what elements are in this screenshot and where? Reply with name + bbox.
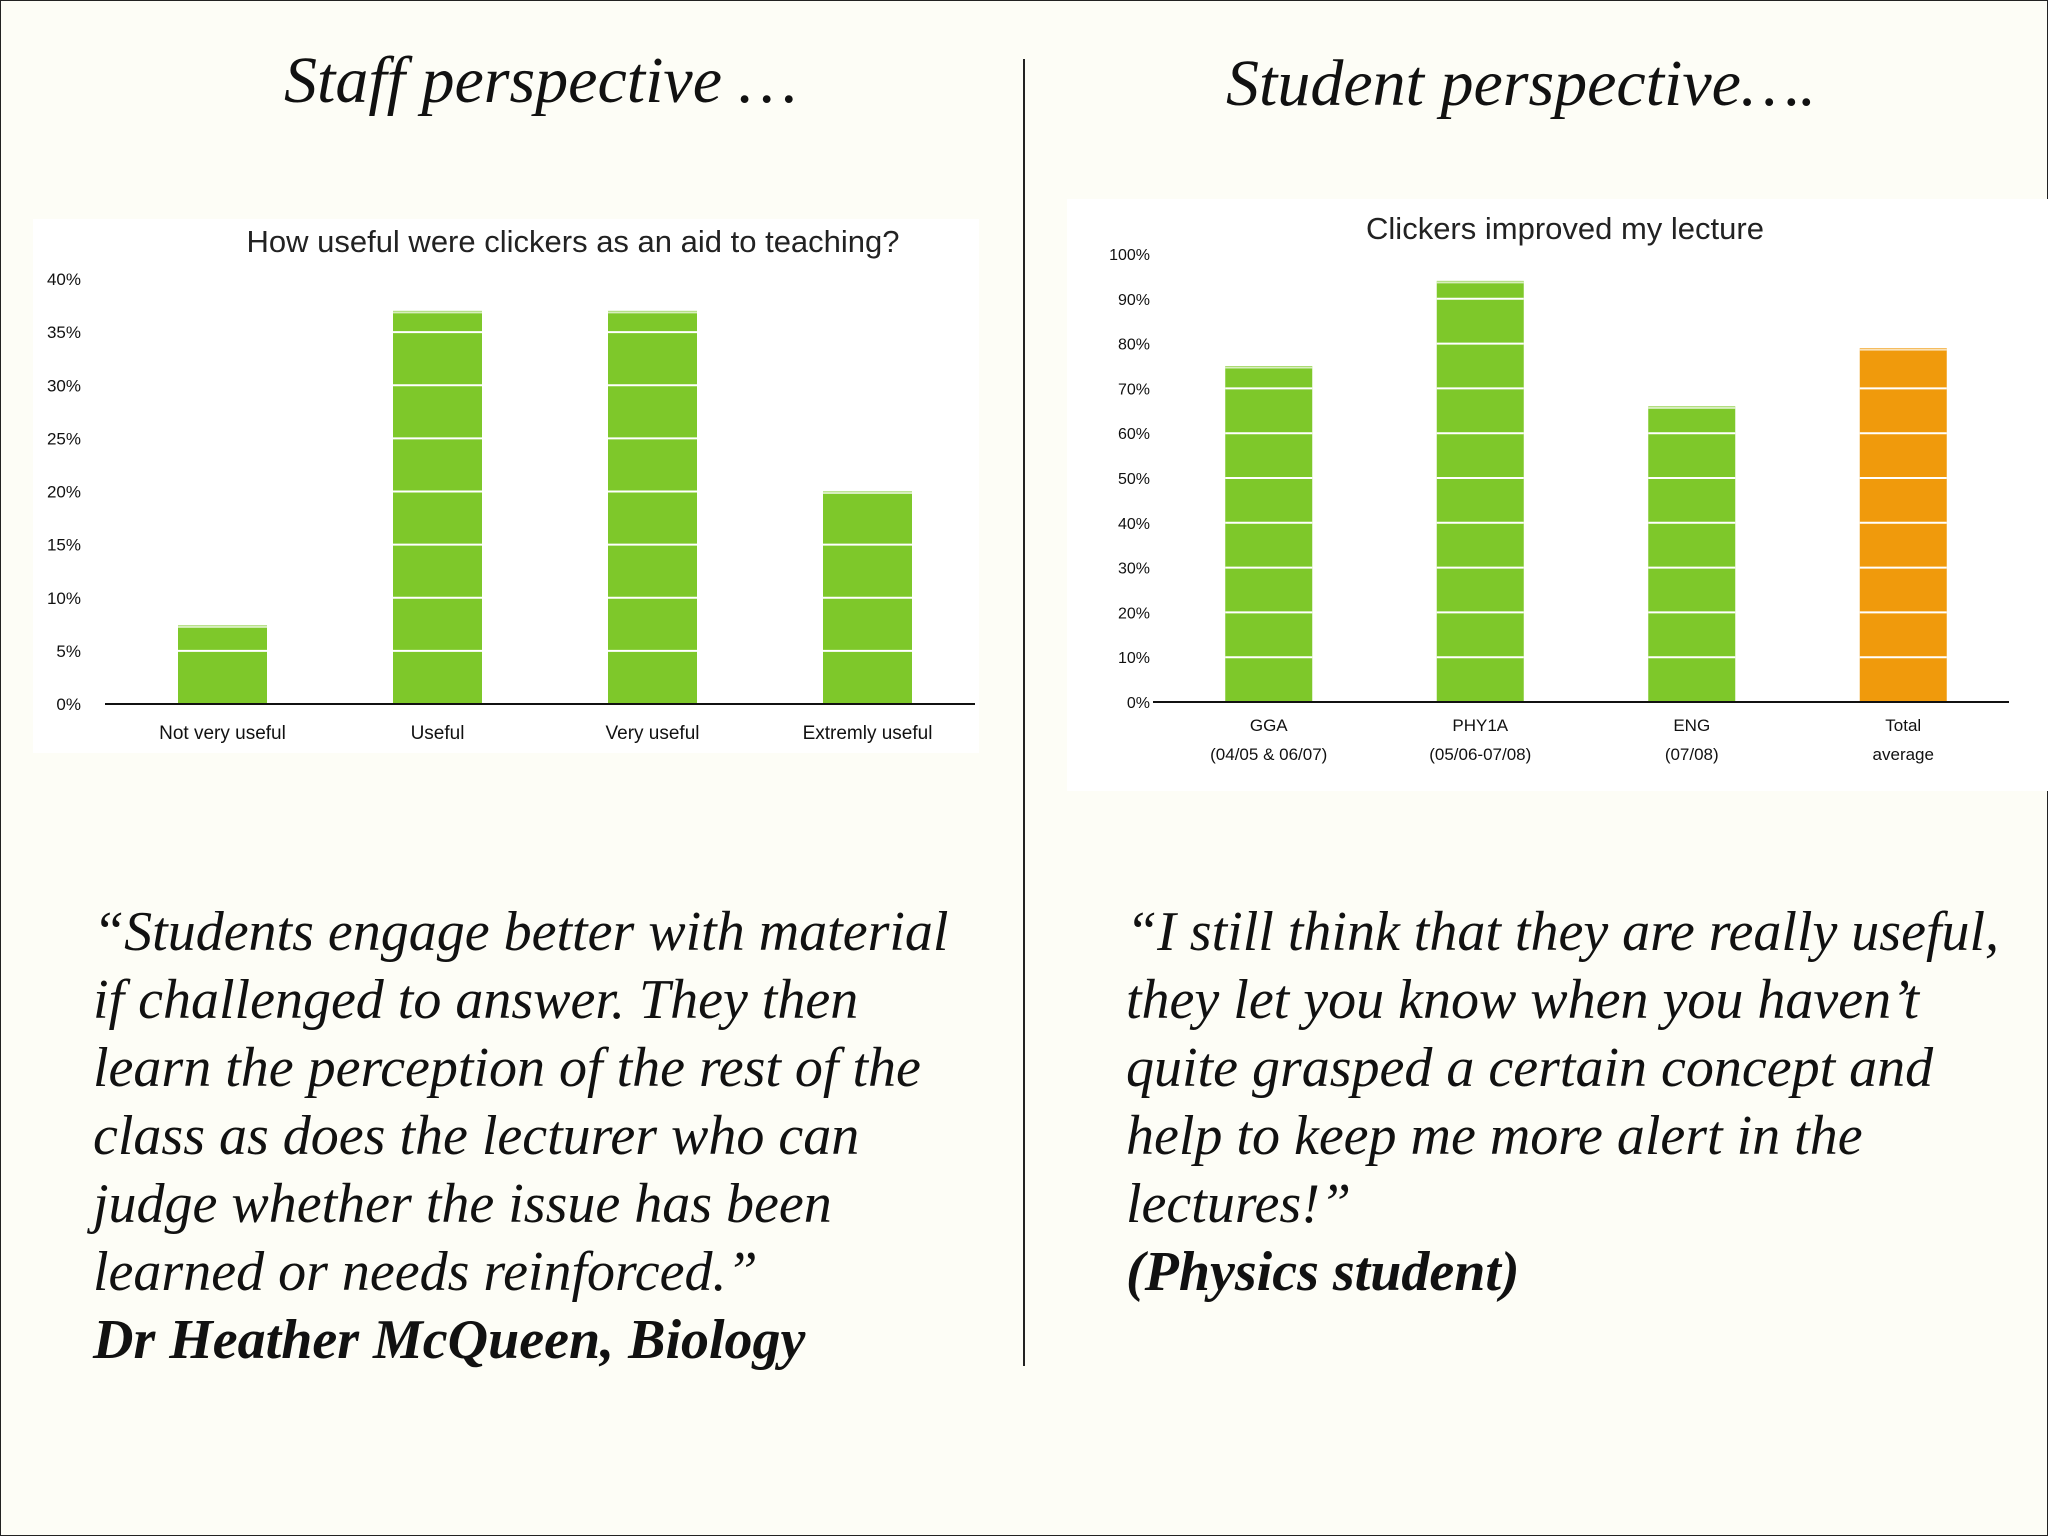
staff-heading: Staff perspective …: [284, 44, 798, 117]
category-label: Very useful: [606, 723, 700, 744]
student-attribution: (Physics student): [1126, 1241, 1520, 1303]
category-label: average: [1873, 745, 1934, 764]
y-tick-label: 0%: [56, 695, 81, 714]
chart-title: Clickers improved my lecture: [1366, 211, 1764, 246]
student-chart: Clickers improved my lecture 0% 10% 20% 30% 4…: [1067, 199, 2048, 791]
y-tick-label: 10%: [1118, 650, 1150, 667]
bar: [1648, 406, 1736, 702]
category-label: Extremly useful: [803, 723, 933, 744]
category-label: Total: [1885, 716, 1921, 735]
staff-attribution: Dr Heather McQueen, Biology: [93, 1309, 806, 1371]
bar: [1859, 348, 1947, 702]
y-tick-label: 50%: [1118, 471, 1150, 488]
category-label: ENG: [1673, 716, 1710, 735]
y-tick-label: 40%: [47, 270, 81, 289]
student-chart-svg: Clickers improved my lecture 0% 10% 20% 30% 4…: [1109, 211, 2009, 764]
category-label: PHY1A: [1452, 716, 1508, 735]
bar: [178, 625, 267, 704]
y-tick-label: 0%: [1127, 695, 1150, 712]
bar: [393, 310, 482, 704]
y-tick-label: 70%: [1118, 381, 1150, 398]
y-tick-label: 20%: [47, 483, 81, 502]
y-tick-label: 30%: [1118, 561, 1150, 578]
y-tick-label: 20%: [1118, 605, 1150, 622]
student-quote: “I still think that they are really usef…: [1126, 901, 2000, 1235]
chart-title: How useful were clickers as an aid to te…: [246, 224, 899, 259]
y-tick-label: 15%: [47, 536, 81, 555]
y-tick-label: 25%: [47, 429, 81, 448]
y-tick-label: 100%: [1109, 247, 1150, 264]
y-tick-label: 30%: [47, 376, 81, 395]
bar: [1225, 366, 1313, 702]
category-label: (04/05 & 06/07): [1210, 745, 1327, 764]
staff-quote: “Students engage better with material if…: [93, 901, 949, 1303]
staff-chart: How useful were clickers as an aid to te…: [33, 219, 979, 753]
bar: [608, 310, 697, 704]
staff-chart-svg: How useful were clickers as an aid to te…: [47, 224, 975, 744]
y-tick-label: 35%: [47, 323, 81, 342]
category-label: (07/08): [1665, 745, 1719, 764]
y-tick-label: 90%: [1118, 292, 1150, 309]
category-label: GGA: [1250, 716, 1288, 735]
column-divider: [1023, 59, 1025, 1366]
category-label: (05/06-07/08): [1429, 745, 1531, 764]
bar: [1436, 280, 1524, 702]
student-heading: Student perspective….: [1226, 47, 1817, 120]
staff-quote-block: “Students engage better with material if…: [93, 898, 973, 1374]
student-quote-block: “I still think that they are really usef…: [1126, 898, 2006, 1306]
y-tick-label: 5%: [56, 642, 81, 661]
category-label: Not very useful: [159, 723, 286, 744]
y-tick-label: 80%: [1118, 337, 1150, 354]
category-label: Useful: [411, 723, 465, 744]
y-tick-label: 60%: [1118, 426, 1150, 443]
y-tick-label: 10%: [47, 589, 81, 608]
y-tick-label: 40%: [1118, 516, 1150, 533]
